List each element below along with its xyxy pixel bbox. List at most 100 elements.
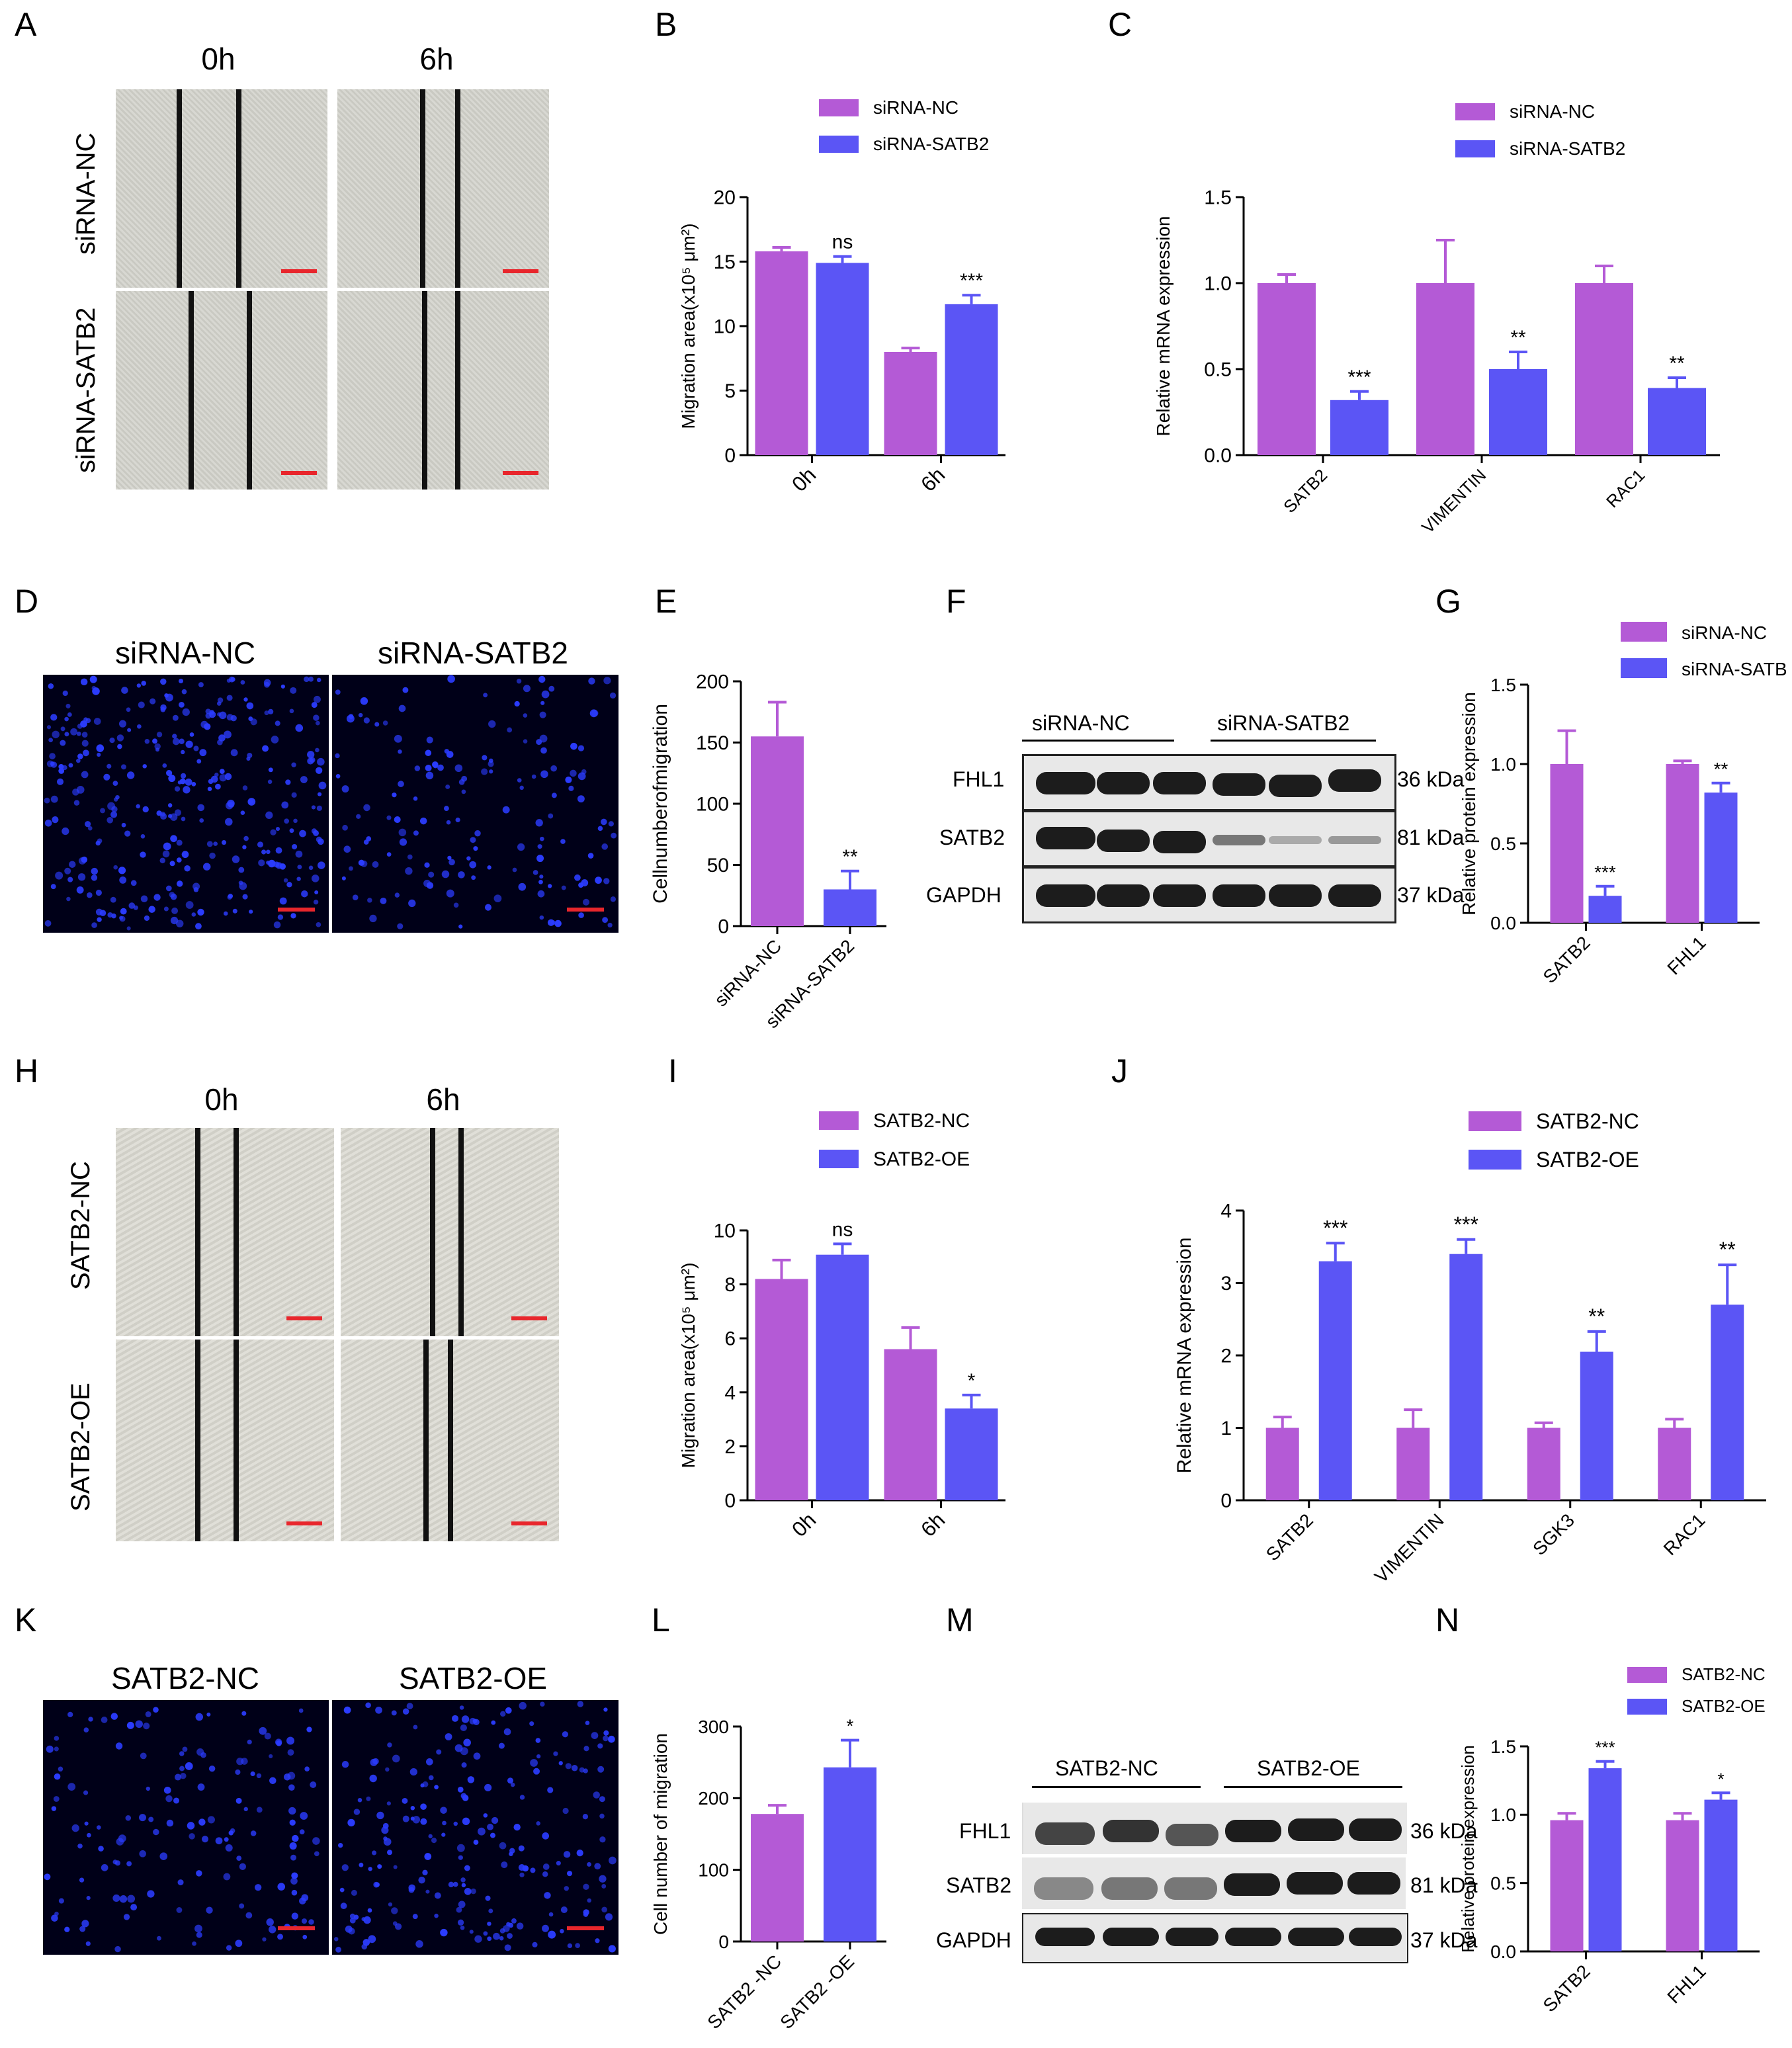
nucleus-dot [442, 1820, 447, 1826]
nucleus-dot [608, 1945, 616, 1953]
nucleus-dot [82, 749, 89, 757]
nucleus-dot [96, 1825, 101, 1830]
nucleus-dot [609, 692, 617, 699]
nucleus-dot [507, 1777, 514, 1784]
nucleus-dot [261, 849, 267, 855]
legend-label: SATB2-OE [873, 1148, 970, 1170]
fluorescence-d [43, 675, 619, 933]
nucleus-dot [372, 861, 379, 868]
bar [1575, 283, 1633, 455]
nucleus-dot [240, 680, 245, 685]
nucleus-dot [179, 701, 185, 708]
nucleus-dot [391, 1710, 397, 1716]
nucleus-dot [413, 1725, 418, 1730]
nucleus-dot [159, 857, 165, 864]
nucleus-dot [595, 876, 602, 884]
nucleus-dot [119, 1895, 128, 1903]
chart-b: siRNA-NC siRNA-SATB2 0 5 10 15 20 Migration are… [678, 97, 1005, 496]
nucleus-dot [277, 1883, 286, 1891]
nucleus-dot [181, 851, 189, 859]
nucleus-dot [299, 1829, 305, 1835]
nucleus-dot [238, 867, 245, 873]
nucleus-dot [140, 851, 146, 858]
nucleus-dot [585, 1721, 590, 1725]
nucleus-dot [530, 1867, 536, 1873]
nucleus-dot [374, 722, 380, 727]
nucleus-dot [316, 922, 321, 927]
nucleus-dot [162, 850, 170, 858]
nucleus-dot [536, 1754, 541, 1759]
nucleus-dot [275, 720, 280, 726]
nucleus-dot [503, 1925, 510, 1932]
nucleus-dot [466, 856, 471, 861]
nucleus-dot [52, 730, 60, 739]
nucleus-dot [461, 1883, 466, 1888]
nucleus-dot [365, 1702, 371, 1709]
nucleus-dot [601, 818, 607, 826]
nucleus-dot [83, 1790, 89, 1795]
y-axis-label: Relative protein expression [1459, 692, 1479, 916]
y-tick-label: 8 [724, 1274, 736, 1296]
nucleus-dot [601, 843, 609, 850]
nucleus-dot [292, 1834, 299, 1842]
significance-label: ** [1669, 353, 1685, 374]
significance-label: ns [832, 232, 853, 253]
nucleus-dot [602, 917, 609, 923]
bar [816, 263, 869, 455]
nucleus-dot [359, 1862, 364, 1867]
nucleus-dot [499, 1842, 507, 1850]
nucleus-dot [183, 786, 191, 794]
nucleus-dot [386, 852, 392, 857]
nucleus-dot [316, 805, 322, 811]
nucleus-dot [474, 1935, 482, 1943]
blot-f-size-81: 81 kDa [1397, 826, 1465, 849]
nucleus-dot [473, 1840, 479, 1845]
y-tick-label: 1.5 [1490, 1736, 1516, 1757]
nucleus-dot [221, 839, 227, 845]
legend-label: SATB2-NC [1682, 1664, 1766, 1684]
scale-bar [281, 471, 317, 475]
nucleus-dot [300, 776, 308, 784]
nucleus-dot [518, 882, 527, 891]
nucleus-dot [67, 1711, 73, 1717]
nucleus-dot [265, 811, 273, 819]
legend-label: SATB2-NC [873, 1110, 970, 1132]
blot-m-gapdh [1022, 1913, 1408, 1963]
nucleus-dot [275, 847, 282, 854]
nucleus-dot [505, 1707, 512, 1714]
nucleus-dot [511, 1918, 517, 1924]
nucleus-dot [581, 769, 587, 775]
blot-m-protein-gapdh: GAPDH [936, 1928, 1011, 1952]
nucleus-dot [398, 828, 407, 837]
nucleus-dot [366, 1796, 371, 1801]
nucleus-dot [184, 865, 191, 872]
nucleus-dot [77, 753, 83, 759]
y-tick-label: 0 [724, 1490, 736, 1512]
nucleus-dot [460, 1877, 466, 1883]
nucleus-dot [101, 1864, 108, 1871]
nucleus-dot [133, 905, 138, 910]
nucleus-dot [398, 704, 406, 712]
panel-label-g: G [1435, 583, 1461, 620]
bar [1258, 283, 1316, 455]
nucleus-dot [288, 1807, 296, 1815]
nucleus-dot [504, 1944, 511, 1951]
blot-f-group-satb2: siRNA-SATB2 [1217, 711, 1350, 735]
nucleus-dot [268, 767, 273, 773]
nucleus-dot [246, 702, 254, 710]
panel-label-l: L [652, 1601, 670, 1639]
nucleus-dot [560, 1929, 564, 1934]
nucleus-dot [308, 676, 314, 682]
nucleus-dot [97, 838, 103, 844]
nucleus-dot [341, 1761, 349, 1768]
nucleus-dot [318, 861, 325, 869]
nucleus-dot [316, 677, 321, 683]
nucleus-dot [185, 740, 193, 748]
nucleus-dot [313, 900, 319, 905]
nucleus-dot [594, 1863, 601, 1870]
nucleus-dot [469, 861, 477, 869]
nucleus-dot [548, 1930, 556, 1939]
nucleus-dot [611, 832, 617, 839]
nucleus-dot [58, 763, 64, 770]
nucleus-dot [87, 892, 93, 898]
